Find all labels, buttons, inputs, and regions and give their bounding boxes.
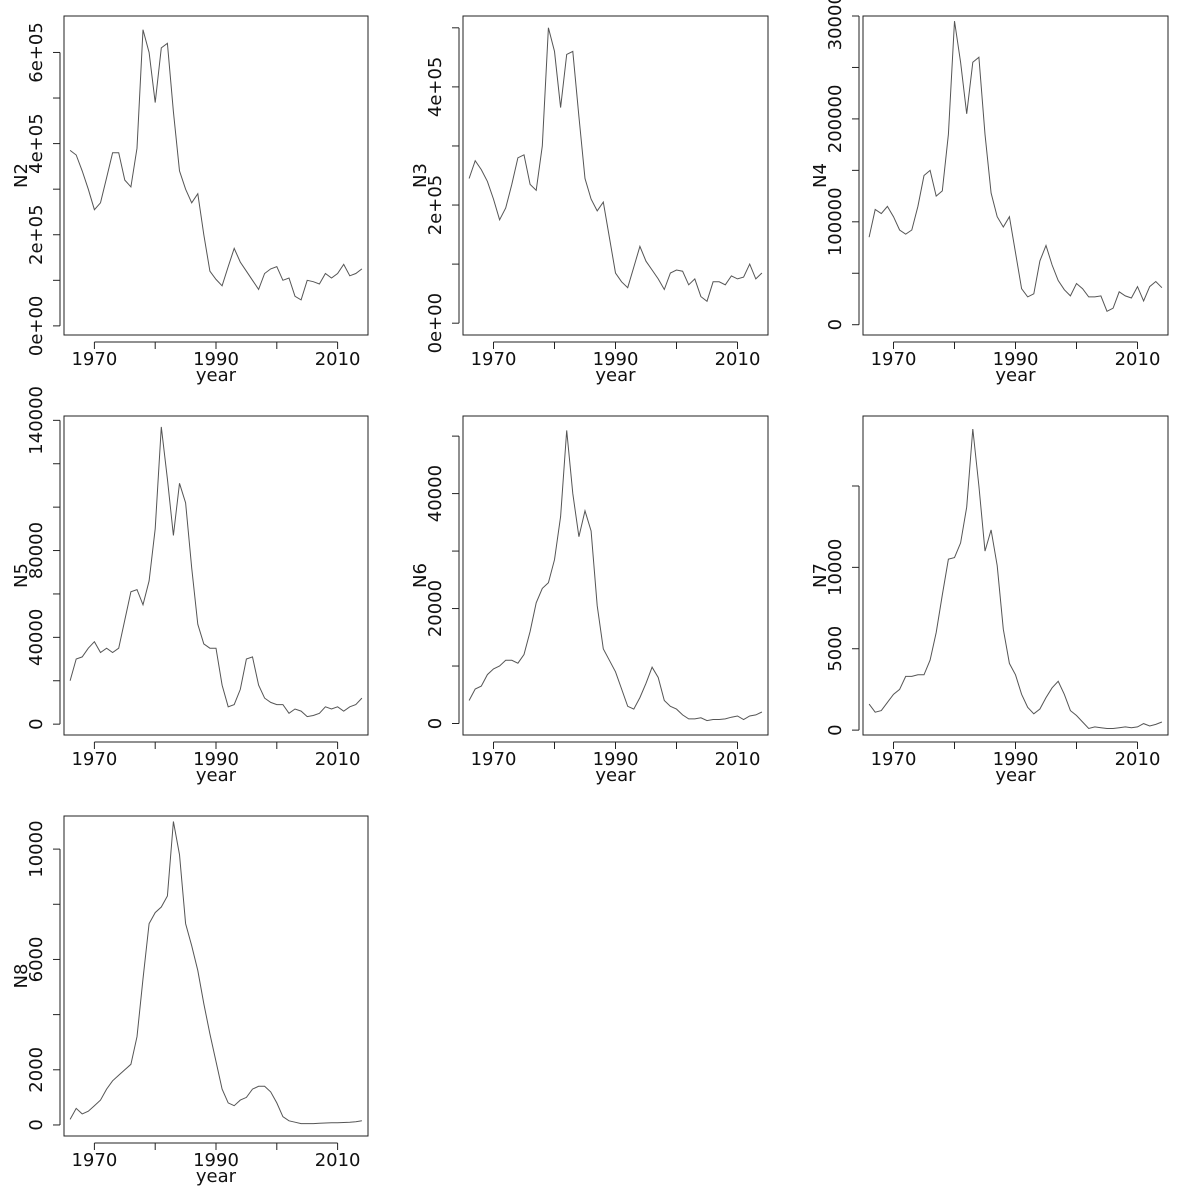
- y-axis-title: N8: [11, 964, 32, 989]
- x-tick-label: 1970: [471, 749, 517, 770]
- y-tick-label: 0e+00: [26, 296, 47, 357]
- x-tick-label: 1970: [471, 349, 517, 370]
- y-tick-label: 0e+00: [425, 293, 446, 354]
- x-axis: 1970 1990 2010 year: [71, 741, 361, 786]
- x-axis-title: year: [995, 765, 1036, 786]
- series-line: [69, 821, 362, 1125]
- x-axis-title: year: [595, 365, 636, 386]
- y-axis-title: N5: [11, 563, 32, 588]
- plot-frame: [63, 15, 369, 336]
- x-axis-title: year: [196, 365, 237, 386]
- y-tick-label: 20000: [425, 580, 446, 637]
- x-axis: 1970 1990 2010 year: [471, 741, 761, 786]
- x-tick-label: 2010: [315, 749, 361, 770]
- y-tick-label: 0: [825, 319, 846, 330]
- x-tick-label: 1970: [71, 349, 117, 370]
- x-tick-label: 1990: [993, 749, 1039, 770]
- series-line: [868, 21, 1163, 312]
- x-axis: 1970 1990 2010 year: [471, 341, 761, 386]
- x-tick-label: 1990: [593, 349, 639, 370]
- panel-7: 1970 1990 2010 year 0 2000 6000 10000 N8: [11, 815, 369, 1187]
- y-tick-label: 200000: [825, 85, 846, 154]
- series-line: [468, 430, 763, 722]
- y-axis-title: N3: [410, 163, 431, 188]
- y-tick-label: 4e+05: [26, 113, 47, 174]
- x-tick-label: 2010: [315, 349, 361, 370]
- x-tick-label: 1970: [871, 349, 917, 370]
- y-tick-label: 2e+05: [425, 175, 446, 236]
- y-axis: 0e+00 2e+05 4e+05 6e+05 N2: [11, 22, 61, 357]
- x-tick-label: 1970: [71, 749, 117, 770]
- x-tick-label: 1990: [193, 749, 239, 770]
- series-line: [69, 29, 363, 301]
- x-axis-title: year: [995, 365, 1036, 386]
- y-tick-label: 140000: [26, 386, 47, 455]
- y-tick-label: 40000: [425, 465, 446, 522]
- y-tick-label: 0: [825, 724, 846, 735]
- y-tick-label: 6000: [26, 937, 47, 983]
- panel-4: 1970 1990 2010 year 0 40000 80000 140000 N5: [11, 386, 369, 786]
- y-tick-label: 10000: [825, 539, 846, 596]
- x-tick-label: 2010: [715, 749, 761, 770]
- x-tick-label: 1970: [71, 1150, 117, 1171]
- panel-5: 1970 1990 2010 year 0 20000 40000 N6: [410, 415, 769, 786]
- x-tick-label: 1990: [193, 349, 239, 370]
- y-tick-label: 300000: [825, 0, 846, 50]
- x-tick-label: 1990: [193, 1150, 239, 1171]
- y-axis: 0 40000 80000 140000 N5: [11, 386, 61, 730]
- y-tick-label: 80000: [26, 522, 47, 579]
- y-axis-title: N7: [810, 563, 831, 588]
- series-line: [468, 27, 763, 303]
- y-axis-title: N6: [410, 563, 431, 588]
- x-axis-title: year: [196, 1166, 237, 1187]
- y-axis: 0 100000 200000 300000 N4: [810, 0, 860, 330]
- y-tick-label: 40000: [26, 609, 47, 666]
- panel-1: 1970 1990 2010 year 0e+00 2e+05 4e+05 6e+05 N2: [11, 15, 369, 386]
- y-tick-label: 2e+05: [26, 204, 47, 265]
- x-tick-label: 2010: [715, 349, 761, 370]
- x-axis-title: year: [196, 765, 237, 786]
- plot-frame: [862, 415, 1169, 736]
- y-tick-label: 4e+05: [425, 57, 446, 118]
- series-line: [69, 426, 363, 718]
- y-axis-title: N2: [11, 163, 32, 188]
- plot-frame: [63, 815, 369, 1137]
- x-tick-label: 1970: [871, 749, 917, 770]
- plot-frame: [862, 15, 1169, 336]
- y-axis-title: N4: [810, 163, 831, 188]
- x-axis: 1970 1990 2010 year: [871, 341, 1161, 386]
- y-tick-label: 5000: [825, 626, 846, 672]
- x-axis: 1970 1990 2010 year: [871, 741, 1161, 786]
- y-axis: 0 20000 40000 N6: [410, 435, 460, 729]
- x-axis-title: year: [595, 765, 636, 786]
- y-tick-label: 10000: [26, 820, 47, 877]
- y-tick-label: 6e+05: [26, 22, 47, 83]
- y-tick-label: 100000: [825, 187, 846, 256]
- x-tick-label: 2010: [1115, 749, 1161, 770]
- series-line: [868, 428, 1163, 730]
- y-tick-label: 0: [26, 718, 47, 729]
- x-tick-label: 2010: [1115, 349, 1161, 370]
- panel-3: 1970 1990 2010 year 0 100000 200000 300000 N4: [810, 0, 1169, 386]
- y-axis: 0e+00 2e+05 4e+05 N3: [410, 27, 460, 354]
- y-axis: 0 2000 6000 10000 N8: [11, 820, 61, 1131]
- x-axis: 1970 1990 2010 year: [71, 341, 361, 386]
- y-tick-label: 2000: [26, 1047, 47, 1093]
- plot-frame: [63, 415, 369, 736]
- x-tick-label: 1990: [993, 349, 1039, 370]
- panel-2: 1970 1990 2010 year 0e+00 2e+05 4e+05 N3: [410, 15, 769, 386]
- x-axis: 1970 1990 2010 year: [71, 1142, 361, 1187]
- plot-frame: [462, 415, 769, 736]
- x-tick-label: 2010: [315, 1150, 361, 1171]
- plot-frame: [462, 15, 769, 336]
- y-tick-label: 0: [26, 1119, 47, 1130]
- y-tick-label: 0: [425, 718, 446, 729]
- x-tick-label: 1990: [593, 749, 639, 770]
